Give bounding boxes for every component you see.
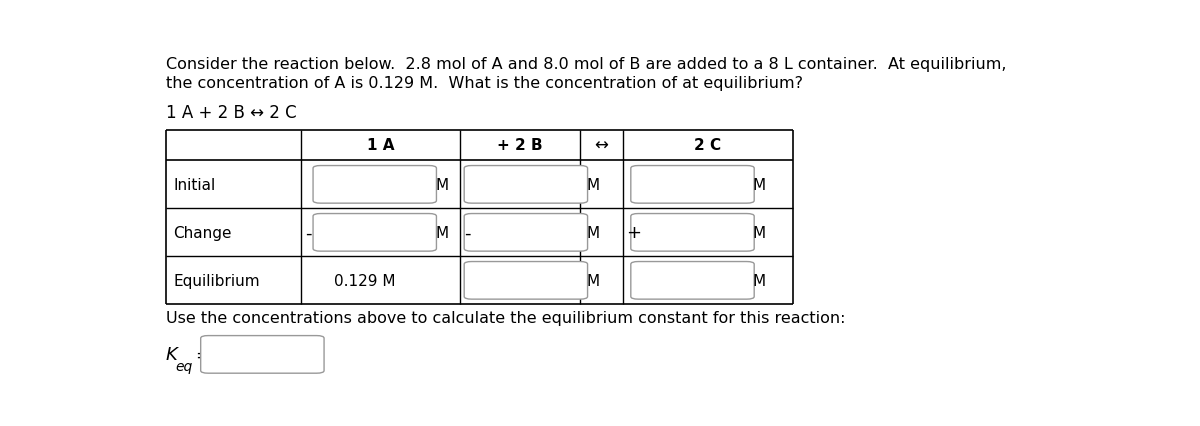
Text: 2 C: 2 C — [695, 138, 721, 153]
Text: 0.129 M: 0.129 M — [335, 273, 396, 288]
Text: M: M — [436, 225, 449, 240]
Text: Use the concentrations above to calculate the equilibrium constant for this reac: Use the concentrations above to calculat… — [166, 310, 845, 325]
Text: M: M — [587, 225, 600, 240]
FancyBboxPatch shape — [631, 166, 754, 204]
Text: Change: Change — [173, 225, 232, 240]
FancyBboxPatch shape — [313, 166, 437, 204]
Text: 1 A + 2 B ↔ 2 C: 1 A + 2 B ↔ 2 C — [166, 104, 296, 121]
FancyBboxPatch shape — [464, 214, 588, 252]
Text: -: - — [305, 224, 312, 242]
FancyBboxPatch shape — [631, 262, 754, 299]
FancyBboxPatch shape — [313, 214, 437, 252]
FancyBboxPatch shape — [200, 336, 324, 373]
Text: Initial: Initial — [173, 178, 216, 193]
Text: 1 A: 1 A — [367, 138, 395, 153]
Text: M: M — [752, 225, 766, 240]
Text: ↔: ↔ — [594, 137, 608, 155]
Text: + 2 B: + 2 B — [497, 138, 542, 153]
Text: K: K — [166, 345, 178, 363]
Text: M: M — [436, 178, 449, 193]
Text: M: M — [752, 178, 766, 193]
Text: =: = — [194, 345, 210, 363]
FancyBboxPatch shape — [464, 166, 588, 204]
Text: -: - — [464, 224, 470, 242]
FancyBboxPatch shape — [464, 262, 588, 299]
Text: Equilibrium: Equilibrium — [173, 273, 260, 288]
Text: Consider the reaction below.  2.8 mol of A and 8.0 mol of B are added to a 8 L c: Consider the reaction below. 2.8 mol of … — [166, 57, 1006, 72]
Text: M: M — [587, 273, 600, 288]
Text: eq: eq — [175, 359, 193, 373]
Text: M: M — [587, 178, 600, 193]
Text: M: M — [752, 273, 766, 288]
Text: the concentration of A is 0.129 M.  What is the concentration of at equilibrium?: the concentration of A is 0.129 M. What … — [166, 76, 803, 91]
FancyBboxPatch shape — [631, 214, 754, 252]
Text: +: + — [626, 224, 642, 242]
